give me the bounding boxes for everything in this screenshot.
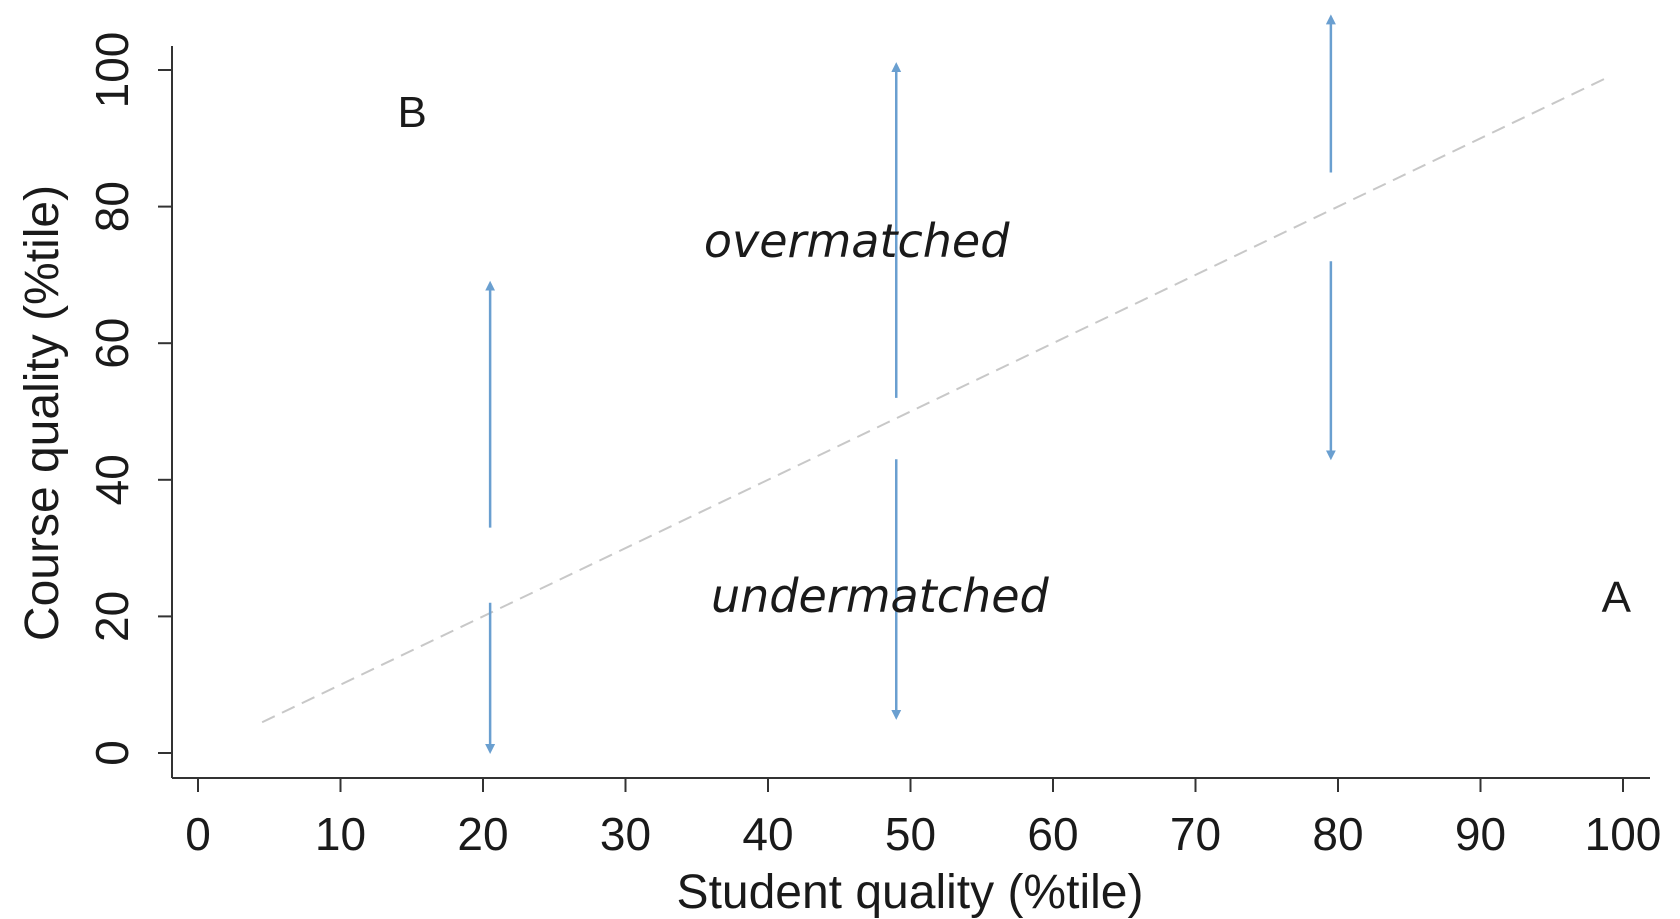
x-tick-label: 0 bbox=[185, 808, 211, 860]
x-tick-label: 70 bbox=[1170, 808, 1221, 860]
x-axis-title: Student quality (%tile) bbox=[677, 866, 1144, 919]
x-tick-label: 80 bbox=[1312, 808, 1363, 860]
region-label-overmatched: overmatched bbox=[704, 214, 1010, 268]
diagonal-dashed-line bbox=[261, 75, 1610, 724]
y-axis-title: Course quality (%tile) bbox=[16, 185, 69, 641]
y-tick-label: 80 bbox=[86, 181, 138, 232]
plot-area: 0 10 20 30 40 50 60 70 80 90 100 0 20 40 60 80 100 Studen… bbox=[16, 14, 1662, 919]
y-tick-label: 60 bbox=[86, 318, 138, 369]
x-tick-label: 30 bbox=[600, 808, 651, 860]
x-tick-label: 40 bbox=[742, 808, 793, 860]
x-tick-label: 10 bbox=[315, 808, 366, 860]
x-tick-label: 60 bbox=[1027, 808, 1078, 860]
x-tick-label: 100 bbox=[1585, 808, 1662, 860]
y-tick-label: 20 bbox=[86, 591, 138, 642]
point-label-A: A bbox=[1602, 573, 1632, 622]
x-tick-label: 90 bbox=[1455, 808, 1506, 860]
y-tick-label: 0 bbox=[86, 740, 138, 766]
point-label-B: B bbox=[398, 88, 427, 137]
x-tick-label: 50 bbox=[885, 808, 936, 860]
y-tick-label: 40 bbox=[86, 454, 138, 505]
region-label-undermatched: undermatched bbox=[711, 569, 1050, 623]
x-tick-label: 20 bbox=[457, 808, 508, 860]
y-tick-label: 100 bbox=[86, 32, 138, 109]
